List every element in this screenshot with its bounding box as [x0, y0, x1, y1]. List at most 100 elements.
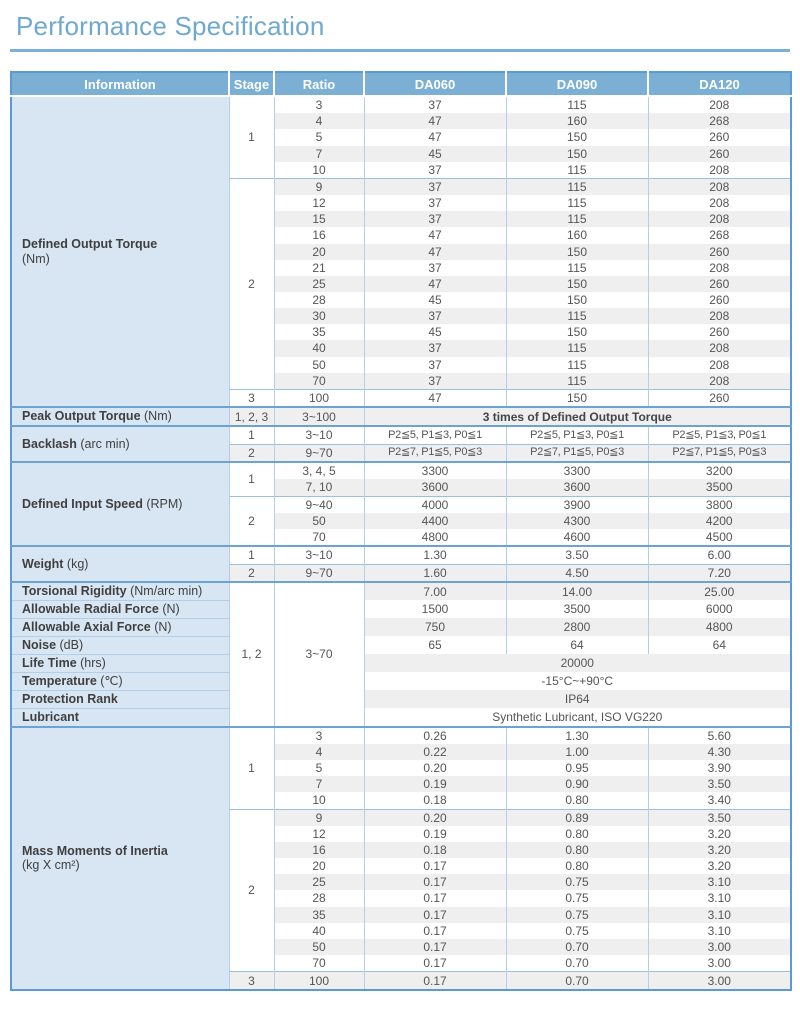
stage-cell: 1 [228, 425, 274, 445]
info-label-main: Allowable Axial Force [22, 620, 151, 635]
value-cell-da090: 0.75 [505, 906, 648, 923]
column-header-da090: DA090 [505, 72, 648, 97]
value-cell-da060: P2≦7, P1≦5, P0≦3 [363, 443, 506, 463]
info-label-sub: (Nm/arc min) [126, 584, 203, 599]
info-label: Allowable Radial Force (N) [11, 599, 229, 619]
table-row: Lubricant Synthetic Lubricant, ISO VG220 [11, 707, 791, 727]
value-cell-da090: 115 [505, 308, 648, 325]
ratio-cell: 9~70 [273, 563, 364, 582]
table-row: 28 45 150 260 [11, 291, 791, 309]
ratio-cell: 25 [273, 874, 364, 891]
value-cell-da060: 45 [363, 324, 506, 341]
value-cell-da090: 0.80 [505, 825, 648, 842]
table-row: 12 37 115 208 [11, 195, 791, 212]
stage-cell: 2 [228, 495, 274, 547]
value-cell-da060: 0.18 [363, 792, 506, 810]
table-row: 2 9~40 4000 3900 3800 [11, 495, 791, 547]
info-label-main: Backlash [22, 436, 77, 451]
ratio-cell: 10 [273, 161, 364, 179]
ratio-cell: 70 [273, 372, 364, 390]
info-label-sub: (Nm) [140, 409, 172, 424]
info-label-main: Allowable Radial Force [22, 602, 159, 617]
info-label-sub: (kg) [63, 556, 89, 571]
table-header-row: Information Stage Ratio DA060 DA090 DA12… [11, 72, 791, 97]
performance-spec-table: Information Stage Ratio DA060 DA090 DA12… [10, 71, 792, 991]
table-row: Mass Moments of Inertia (kg X cm²) 1 3 0.26 1… [11, 725, 791, 990]
ratio-cell: 70 [273, 528, 364, 547]
value-cell-da120: 3.00 [647, 971, 791, 990]
value-cell-da120: 3500 [647, 479, 791, 497]
table-row: Protection Rank IP64 [11, 689, 791, 709]
value-cell-da120: 3.10 [647, 922, 791, 939]
value-cell-da090: 0.80 [505, 792, 648, 810]
table-row: 21 37 115 208 [11, 259, 791, 276]
value-cell-da060: 1500 [363, 600, 506, 619]
value-cell-da090: 3900 [505, 495, 648, 513]
value-cell-da090: 115 [505, 177, 648, 196]
table-row: 7 0.19 0.90 3.50 [11, 776, 791, 793]
value-cell-da090: 1.00 [505, 744, 648, 761]
stage-cell: 1, 2 [228, 580, 274, 727]
table-row: Weight (kg) 1 3~10 1.30 3.50 6.00 [11, 545, 791, 582]
info-label-sub: (Nm) [22, 251, 50, 266]
value-cell-da090: 115 [505, 356, 648, 373]
info-label-sub: (hrs) [76, 655, 106, 670]
ratio-cell: 30 [273, 308, 364, 325]
value-cell-da090: 150 [505, 291, 648, 309]
info-label: Weight (kg) [11, 545, 229, 582]
table-row: 2 9 0.20 0.89 3.50 [11, 808, 791, 972]
ratio-cell: 50 [273, 512, 364, 529]
ratio-cell: 25 [273, 275, 364, 292]
ratio-cell: 3 [273, 96, 364, 114]
value-cell-da060: 0.17 [363, 922, 506, 939]
value-cell-da060: 750 [363, 618, 506, 637]
table-row: 70 4800 4600 4500 [11, 528, 791, 547]
value-cell-da060: 0.17 [363, 971, 506, 990]
value-cell-da090: 0.90 [505, 776, 648, 793]
value-cell-da060: 37 [363, 356, 506, 373]
info-label-main: Peak Output Torque [22, 409, 141, 424]
table-row: 5 47 150 260 [11, 129, 791, 146]
value-cell-da060: 45 [363, 291, 506, 309]
stage-cell: 1, 2, 3 [228, 406, 274, 427]
table-row: 4 47 160 268 [11, 113, 791, 130]
value-cell-da090: 3300 [505, 461, 648, 480]
value-cell-da060: 0.20 [363, 760, 506, 777]
table-row: Peak Output Torque (Nm) 1, 2, 3 3~100 3 tim… [11, 406, 791, 427]
stage-cell: 2 [228, 443, 274, 463]
value-cell-da090: 150 [505, 275, 648, 292]
value-cell-da120: 3.20 [647, 842, 791, 859]
info-label: Temperature (℃) [11, 671, 229, 691]
value-cell-da060: 0.17 [363, 906, 506, 923]
value-cell-da120: 7.20 [647, 563, 791, 582]
ratio-cell: 40 [273, 340, 364, 357]
value-cell-da090: 150 [505, 129, 648, 146]
value-cell-da060: 37 [363, 161, 506, 179]
value-cell-da060: 37 [363, 177, 506, 196]
value-cell-da060: 47 [363, 129, 506, 146]
ratio-cell: 3~70 [273, 580, 364, 727]
table-row: 16 0.18 0.80 3.20 [11, 842, 791, 859]
value-cell-da090: 115 [505, 372, 648, 390]
ratio-cell: 5 [273, 760, 364, 777]
value-cell-da120: 3.40 [647, 792, 791, 810]
value-cell-da090: 115 [505, 211, 648, 228]
value-cell-da060: 0.19 [363, 776, 506, 793]
merged-value-cell: 3 times of Defined Output Torque [363, 406, 791, 427]
value-cell-da120: 208 [647, 372, 791, 390]
value-cell-da060: 7.00 [363, 580, 506, 601]
ratio-cell: 12 [273, 195, 364, 212]
value-cell-da120: 260 [647, 145, 791, 162]
table-row: 30 37 115 208 [11, 308, 791, 325]
value-cell-da090: 2800 [505, 618, 648, 637]
info-label-main: Noise [22, 637, 57, 652]
value-cell-da090: 0.75 [505, 874, 648, 891]
value-cell-da060: 65 [363, 636, 506, 655]
table-row: 5 0.20 0.95 3.90 [11, 760, 791, 777]
value-cell-da090: 4600 [505, 528, 648, 547]
value-cell-da120: 3.20 [647, 825, 791, 842]
info-label-main: Life Time [22, 655, 77, 670]
value-cell-da090: 3500 [505, 600, 648, 619]
value-cell-da120: 260 [647, 243, 791, 260]
table-row: 35 0.17 0.75 3.10 [11, 906, 791, 923]
